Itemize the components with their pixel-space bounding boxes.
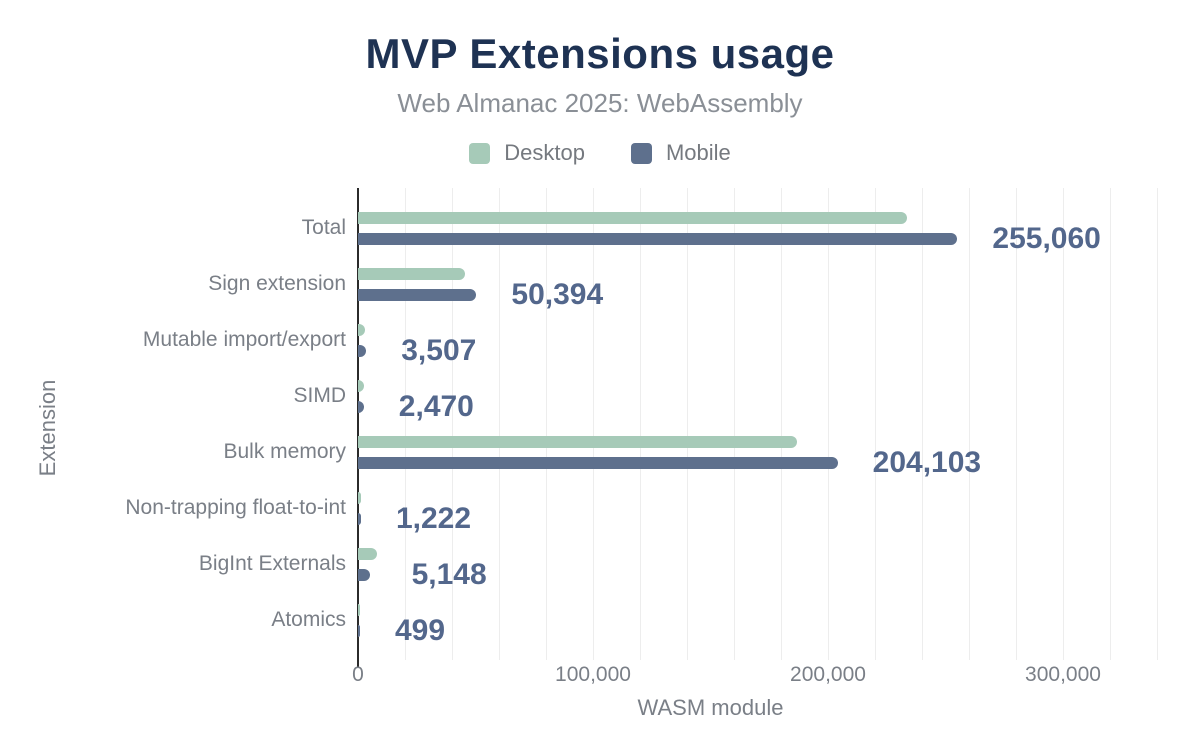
category-label: BigInt Externals bbox=[198, 552, 346, 575]
gridline bbox=[593, 188, 594, 660]
bar-desktop bbox=[358, 324, 366, 336]
gridline bbox=[1016, 188, 1017, 660]
gridline bbox=[687, 188, 688, 660]
category-label: Bulk memory bbox=[223, 440, 346, 463]
value-label: 204,103 bbox=[872, 446, 982, 479]
category-label: Sign extension bbox=[208, 272, 346, 295]
gridline bbox=[781, 188, 782, 660]
gridline bbox=[499, 188, 500, 660]
gridline bbox=[1157, 188, 1158, 660]
category-label: Non-trapping float-to-int bbox=[125, 496, 346, 519]
bar-mobile bbox=[358, 345, 367, 357]
gridline bbox=[452, 188, 453, 660]
value-label: 50,394 bbox=[511, 278, 604, 311]
bar-desktop bbox=[358, 268, 465, 280]
bar-mobile bbox=[358, 401, 364, 413]
bar-mobile bbox=[358, 625, 360, 637]
bar-desktop bbox=[358, 548, 377, 560]
bar-mobile bbox=[358, 289, 477, 301]
bar-mobile bbox=[358, 457, 838, 469]
gridline bbox=[922, 188, 923, 660]
category-label: Atomics bbox=[271, 608, 346, 631]
desktop-swatch-icon bbox=[469, 142, 491, 164]
gridline bbox=[546, 188, 547, 660]
value-label: 255,060 bbox=[992, 222, 1101, 255]
bar-desktop bbox=[358, 380, 364, 392]
category-label: Mutable import/export bbox=[142, 328, 346, 351]
bar-mobile bbox=[358, 569, 371, 581]
bar-row: 204,103 bbox=[358, 424, 1158, 480]
category-label: Total bbox=[301, 216, 346, 239]
bar-mobile bbox=[358, 513, 361, 525]
bar-row: 5,148 bbox=[358, 536, 1158, 592]
gridline bbox=[875, 188, 876, 660]
gridline bbox=[1110, 188, 1111, 660]
bar-desktop bbox=[358, 604, 360, 616]
value-label: 2,470 bbox=[398, 390, 474, 423]
gridline bbox=[828, 188, 829, 660]
plot-area: 255,060 50,394 3,507 2,470 204,103 1,222 5,148… bbox=[357, 188, 1158, 668]
bar-desktop bbox=[358, 212, 907, 224]
value-label: 499 bbox=[395, 614, 446, 647]
legend-label-desktop: Desktop bbox=[504, 140, 585, 165]
gridline bbox=[969, 188, 970, 660]
value-label: 3,507 bbox=[401, 334, 477, 367]
gridline bbox=[734, 188, 735, 660]
x-tick-label: 100,000 bbox=[555, 663, 631, 686]
x-axis-title: WASM module bbox=[637, 695, 784, 720]
x-tick-label: 300,000 bbox=[1025, 663, 1101, 686]
gridline bbox=[405, 188, 406, 660]
chart-subtitle: Web Almanac 2025: WebAssembly bbox=[397, 88, 803, 118]
legend: Desktop Mobile bbox=[0, 140, 1200, 166]
gridline bbox=[1063, 188, 1064, 660]
category-label: SIMD bbox=[293, 384, 347, 407]
x-tick-label: 200,000 bbox=[790, 663, 866, 686]
bar-row: 3,507 bbox=[358, 312, 1158, 368]
gridline bbox=[640, 188, 641, 660]
value-label: 5,148 bbox=[411, 558, 487, 591]
bar-mobile bbox=[358, 233, 958, 245]
bar-row: 499 bbox=[358, 592, 1158, 648]
value-label: 1,222 bbox=[395, 502, 472, 535]
mobile-swatch-icon bbox=[630, 142, 652, 164]
bar-desktop bbox=[358, 492, 361, 504]
bar-row: 1,222 bbox=[358, 480, 1158, 536]
bar-row: 50,394 bbox=[358, 256, 1158, 312]
legend-label-mobile: Mobile bbox=[665, 140, 731, 165]
bar-row: 2,470 bbox=[358, 368, 1158, 424]
legend-item-mobile: Mobile bbox=[630, 140, 731, 166]
chart-title: MVP Extensions usage bbox=[365, 30, 835, 77]
legend-item-desktop: Desktop bbox=[469, 140, 585, 166]
bar-row: 255,060 bbox=[358, 200, 1158, 256]
bar-desktop bbox=[358, 436, 798, 448]
x-tick-label: 0 bbox=[352, 663, 364, 686]
y-axis-line bbox=[357, 188, 359, 668]
